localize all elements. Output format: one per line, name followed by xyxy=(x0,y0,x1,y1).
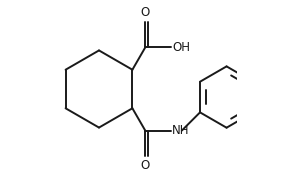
Text: O: O xyxy=(141,159,150,172)
Text: O: O xyxy=(141,6,150,19)
Text: OH: OH xyxy=(172,41,190,54)
Text: NH: NH xyxy=(172,124,190,137)
